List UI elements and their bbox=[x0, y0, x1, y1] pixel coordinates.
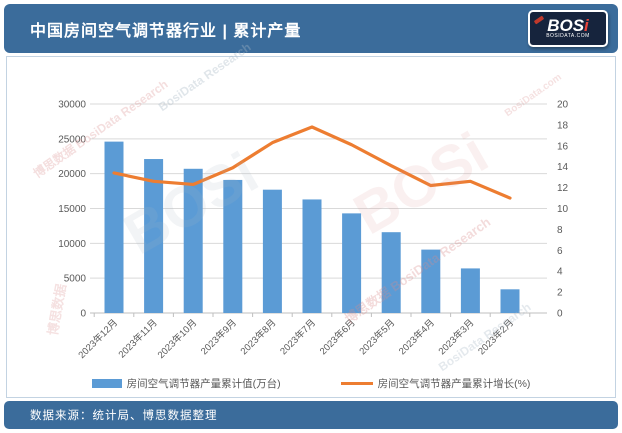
svg-text:15000: 15000 bbox=[58, 204, 86, 215]
right-axis-labels: 0 2 4 6 8 10 12 14 16 18 20 bbox=[557, 100, 569, 320]
bar bbox=[500, 289, 520, 313]
svg-text:0: 0 bbox=[80, 309, 86, 320]
bar-series-label: 房间空气调节器产量累计值(万台) bbox=[126, 378, 281, 390]
bosi-logo: BOSi BOSIDATA.COM bbox=[528, 10, 608, 47]
svg-text:10: 10 bbox=[557, 204, 569, 215]
line-series-label: 房间空气调节器产量累计增长(%) bbox=[377, 378, 531, 390]
bar-series bbox=[104, 141, 520, 313]
bar bbox=[302, 199, 322, 313]
x-axis-label: 2023年10月 bbox=[155, 317, 199, 361]
x-axis-label: 2023年3月 bbox=[436, 317, 477, 358]
bar bbox=[183, 168, 203, 313]
svg-text:12: 12 bbox=[557, 183, 569, 194]
line-series bbox=[112, 125, 512, 200]
svg-text:8: 8 bbox=[557, 225, 563, 236]
svg-text:20: 20 bbox=[557, 100, 569, 111]
logo-domain: BOSIDATA.COM bbox=[546, 33, 590, 39]
logo-wordmark: BOSi bbox=[547, 16, 589, 35]
bar bbox=[104, 141, 124, 313]
chart-legend: 房间空气调节器产量累计值(万台) 房间空气调节器产量累计增长(%) bbox=[7, 376, 615, 391]
x-axis-label: 2023年5月 bbox=[357, 317, 398, 358]
svg-text:5000: 5000 bbox=[64, 274, 87, 285]
combo-chart: 0 5000 10000 15000 20000 25000 30000 0 2 4 6 8 10 12 1… bbox=[58, 100, 569, 361]
svg-text:10000: 10000 bbox=[58, 239, 86, 250]
bar bbox=[460, 268, 480, 313]
data-source: 数据来源：统计局、博思数据整理 bbox=[30, 410, 218, 422]
x-axis-label: 2023年6月 bbox=[317, 317, 358, 358]
line-series-swatch bbox=[340, 382, 373, 385]
bar bbox=[342, 213, 362, 313]
growth-line bbox=[112, 125, 512, 200]
chart-card: 0 5000 10000 15000 20000 25000 30000 0 2 4 6 8 10 12 1… bbox=[6, 56, 616, 398]
x-axis-label: 2023年8月 bbox=[238, 317, 279, 358]
bar bbox=[421, 249, 441, 313]
header-bar: 中国房间空气调节器行业 | 累计产量 BOSi BOSIDATA.COM bbox=[4, 4, 618, 53]
svg-text:4: 4 bbox=[557, 267, 563, 278]
bar-series-swatch bbox=[91, 379, 122, 388]
bar bbox=[144, 159, 164, 313]
svg-text:0: 0 bbox=[557, 309, 563, 320]
x-axis-label: 2023年4月 bbox=[396, 317, 437, 358]
bar bbox=[223, 179, 243, 313]
legend-item-bar: 房间空气调节器产量累计值(万台) bbox=[91, 376, 281, 391]
svg-text:18: 18 bbox=[557, 120, 569, 131]
x-axis-label: 2023年12月 bbox=[76, 317, 120, 361]
svg-text:16: 16 bbox=[557, 141, 569, 152]
bar bbox=[262, 189, 282, 313]
svg-text:6: 6 bbox=[557, 246, 563, 257]
bar bbox=[381, 232, 401, 313]
legend-item-line: 房间空气调节器产量累计增长(%) bbox=[340, 376, 531, 391]
x-axis-label: 2023年11月 bbox=[116, 317, 160, 361]
svg-text:30000: 30000 bbox=[58, 100, 86, 111]
x-axis-label: 2023年9月 bbox=[198, 317, 239, 358]
svg-text:20000: 20000 bbox=[58, 169, 86, 180]
svg-text:14: 14 bbox=[557, 162, 569, 173]
left-axis-labels: 0 5000 10000 15000 20000 25000 30000 bbox=[58, 100, 86, 320]
footer-bar: 数据来源：统计局、博思数据整理 bbox=[4, 401, 618, 429]
svg-text:2: 2 bbox=[557, 288, 563, 299]
logo-slash-icon bbox=[533, 15, 545, 25]
page-title: 中国房间空气调节器行业 | 累计产量 bbox=[30, 22, 302, 40]
x-axis-label: 2023年2月 bbox=[476, 317, 517, 358]
x-axis-ticks bbox=[93, 313, 531, 317]
x-axis-label: 2023年7月 bbox=[278, 317, 319, 358]
svg-text:25000: 25000 bbox=[58, 134, 86, 145]
